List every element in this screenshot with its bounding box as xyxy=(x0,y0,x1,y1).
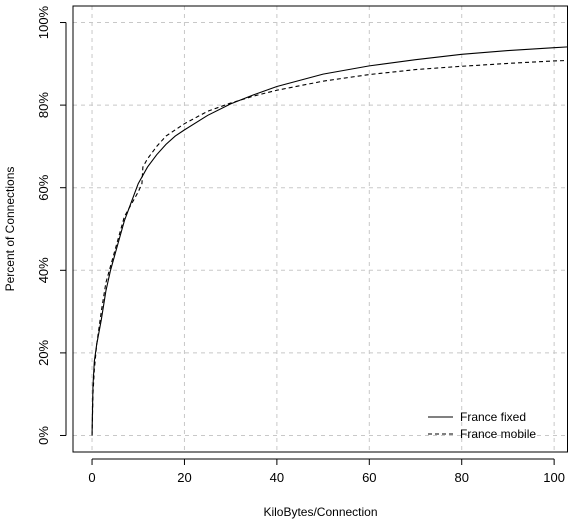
x-axis: 0 20 40 60 80 100 xyxy=(88,458,565,485)
series-lines xyxy=(91,46,568,436)
y-tick-label: 80% xyxy=(36,92,51,118)
x-axis-label: KiloBytes/Connection xyxy=(263,505,377,519)
y-tick-label: 100% xyxy=(36,5,51,39)
y-axis: 0% 20% 40% 60% 80% 100% xyxy=(36,5,67,445)
y-axis-label: Percent of Connections xyxy=(3,167,17,292)
x-tick-label: 40 xyxy=(270,470,284,485)
plot-frame xyxy=(72,5,568,453)
legend-label: France fixed xyxy=(460,410,526,424)
x-tick-label: 20 xyxy=(177,470,191,485)
series-line-2 xyxy=(91,59,568,436)
legend-label: France mobile xyxy=(460,427,536,441)
y-tick-label: 20% xyxy=(36,339,51,365)
x-tick-label: 0 xyxy=(88,470,95,485)
x-tick-label: 80 xyxy=(454,470,468,485)
y-tick-label: 0% xyxy=(36,426,51,445)
legend: France fixed France mobile xyxy=(428,410,536,441)
x-tick-label: 60 xyxy=(362,470,376,485)
x-tick-label: 100 xyxy=(543,470,565,485)
series-line-1 xyxy=(91,46,568,436)
grid-lines xyxy=(73,6,568,452)
y-tick-label: 60% xyxy=(36,174,51,200)
y-tick-label: 40% xyxy=(36,257,51,283)
